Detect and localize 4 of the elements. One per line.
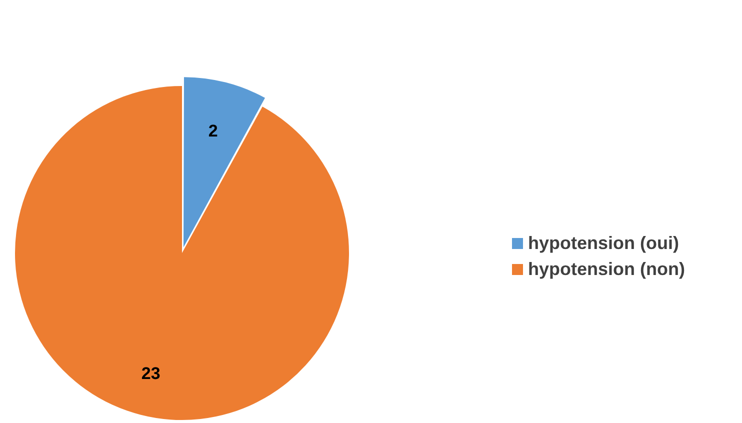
legend-label: hypotension (non) [528,258,685,280]
data-label: 23 [141,364,160,384]
data-label: 2 [208,121,218,140]
legend-label: hypotension (oui) [528,232,679,254]
